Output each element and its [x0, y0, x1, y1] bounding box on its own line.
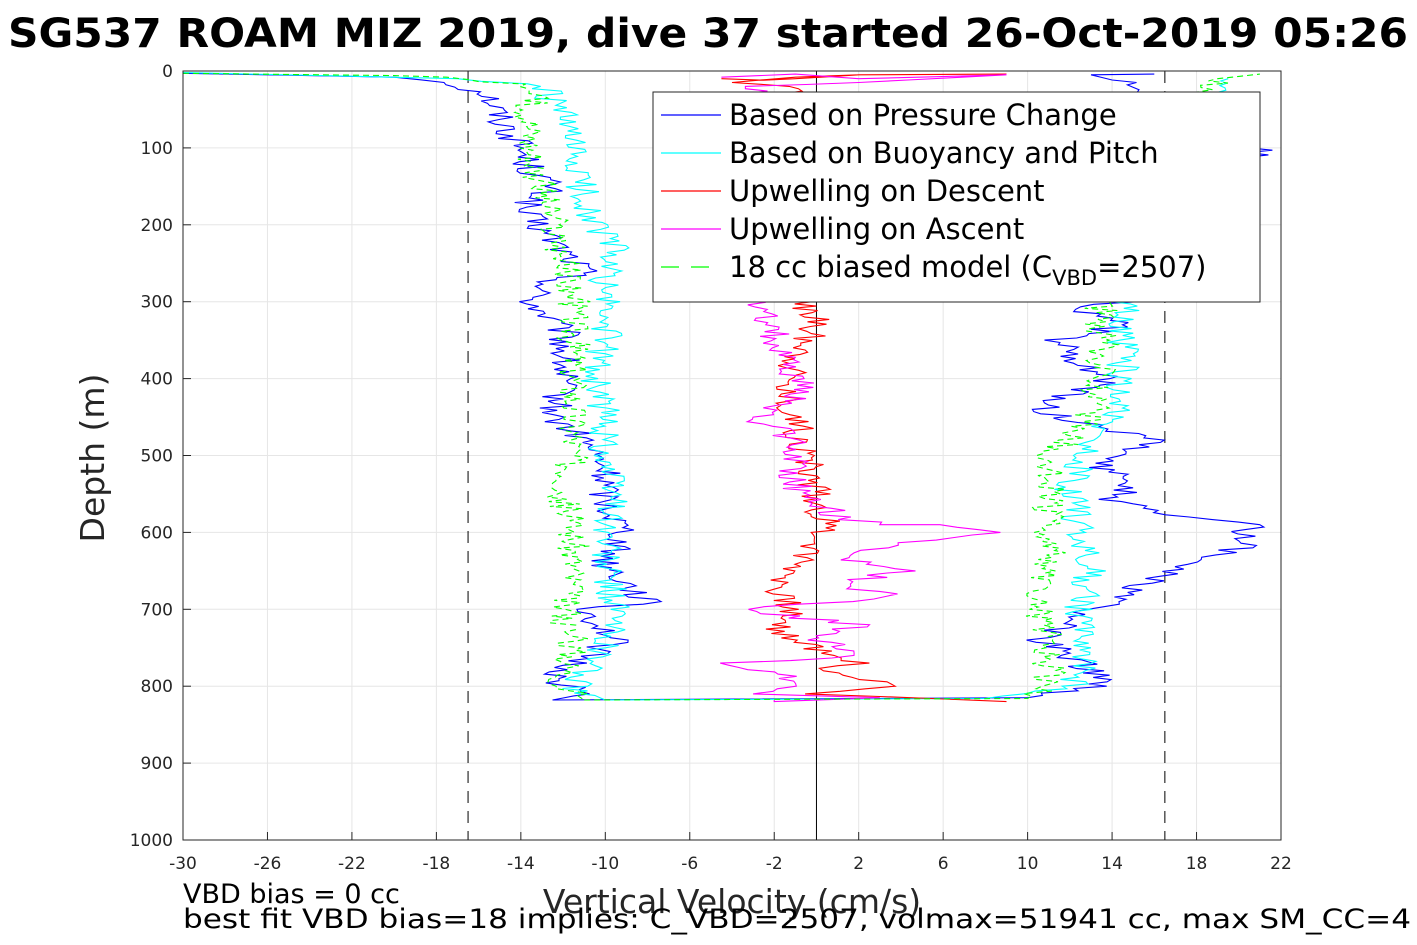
x-tick-label: 22 — [1270, 854, 1292, 874]
y-tick-label: 100 — [141, 139, 173, 159]
chart-title: SG537 ROAM MIZ 2019, dive 37 started 26-… — [8, 11, 1408, 57]
x-tick-label: -2 — [766, 854, 783, 874]
x-tick-label: -30 — [169, 854, 197, 874]
y-tick-label: 900 — [141, 754, 173, 774]
x-tick-label: 18 — [1186, 854, 1208, 874]
x-tick-label: 2 — [853, 854, 864, 874]
x-axis-ticks: -30 -26 -22 -18 -14 -10 -6 -2 2 6 10 14 18 22 — [169, 832, 1292, 874]
legend-label: Based on Buoyancy and Pitch — [729, 136, 1159, 170]
series-18-cc-biased-model-cvbd-2507-line — [182, 72, 591, 701]
legend-label: 18 cc biased model (CVBD=2507) — [729, 250, 1207, 290]
y-axis-label: Depth (m) — [73, 374, 112, 543]
y-tick-label: 400 — [141, 370, 173, 390]
y-tick-label: 600 — [141, 523, 173, 543]
legend-box — [652, 91, 1261, 303]
x-tick-label: -14 — [507, 854, 535, 874]
y-tick-label: 500 — [141, 447, 173, 467]
y-tick-label: 1000 — [130, 831, 173, 851]
y-tick-label: 200 — [141, 216, 173, 236]
legend-label: Based on Pressure Change — [729, 98, 1117, 132]
x-tick-label: -18 — [422, 854, 450, 874]
x-tick-label: -22 — [338, 854, 366, 874]
x-tick-label: -6 — [681, 854, 698, 874]
legend-label: Upwelling on Ascent — [729, 212, 1024, 246]
vbd-bias-note: VBD bias = 0 cc — [183, 879, 400, 910]
series-18-cc-biased-model-cvbd-2507-line — [584, 73, 1260, 701]
x-axis-label: Vertical Velocity (cm/s) — [543, 882, 921, 921]
y-axis-ticks: 0 100 200 300 400 500 600 700 800 900 1000 — [130, 62, 191, 851]
y-tick-label: 800 — [141, 677, 173, 697]
x-tick-label: -10 — [591, 854, 619, 874]
y-tick-label: 700 — [141, 600, 173, 620]
legend: Based on Pressure Change Based on Buoyanc… — [652, 91, 1261, 303]
best-fit-note: best fit VBD bias=18 implies: C_VBD=2507… — [183, 904, 1411, 935]
legend-label: Upwelling on Descent — [729, 174, 1045, 208]
y-tick-label: 0 — [162, 62, 173, 82]
x-tick-label: 6 — [938, 854, 949, 874]
x-tick-label: 10 — [1017, 854, 1039, 874]
y-tick-label: 300 — [141, 293, 173, 313]
x-tick-label: 14 — [1101, 854, 1123, 874]
series-based-on-buoyancy-and-pitch-line — [182, 71, 630, 701]
series-based-on-pressure-change-line — [182, 72, 663, 701]
x-tick-label: -26 — [254, 854, 282, 874]
